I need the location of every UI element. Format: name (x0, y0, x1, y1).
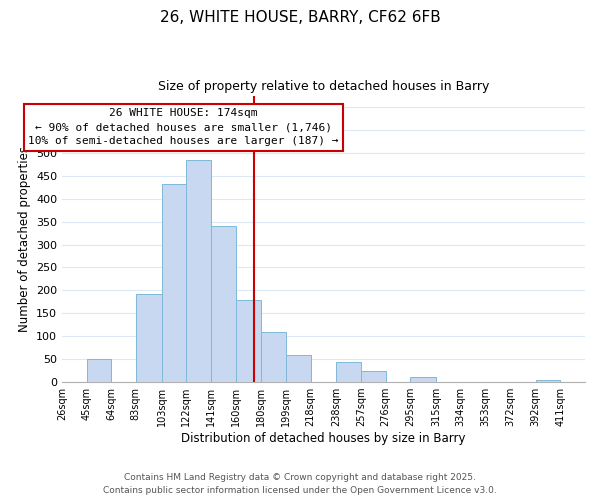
Text: Contains HM Land Registry data © Crown copyright and database right 2025.
Contai: Contains HM Land Registry data © Crown c… (103, 474, 497, 495)
Bar (286, 354, 311, 382)
Bar (262, 332, 286, 382)
Bar (86, 359, 111, 382)
Bar (187, 160, 211, 382)
X-axis label: Distribution of detached houses by size in Barry: Distribution of detached houses by size … (181, 432, 466, 445)
Bar (211, 226, 236, 382)
Title: Size of property relative to detached houses in Barry: Size of property relative to detached ho… (158, 80, 489, 93)
Bar (410, 376, 436, 382)
Bar (136, 294, 162, 382)
Y-axis label: Number of detached properties: Number of detached properties (17, 146, 31, 332)
Bar (337, 362, 361, 382)
Text: 26 WHITE HOUSE: 174sqm
← 90% of detached houses are smaller (1,746)
10% of semi-: 26 WHITE HOUSE: 174sqm ← 90% of detached… (28, 108, 339, 146)
Bar (162, 184, 187, 382)
Bar (536, 380, 560, 382)
Bar (236, 300, 262, 382)
Text: 26, WHITE HOUSE, BARRY, CF62 6FB: 26, WHITE HOUSE, BARRY, CF62 6FB (160, 10, 440, 25)
Bar (361, 371, 386, 382)
